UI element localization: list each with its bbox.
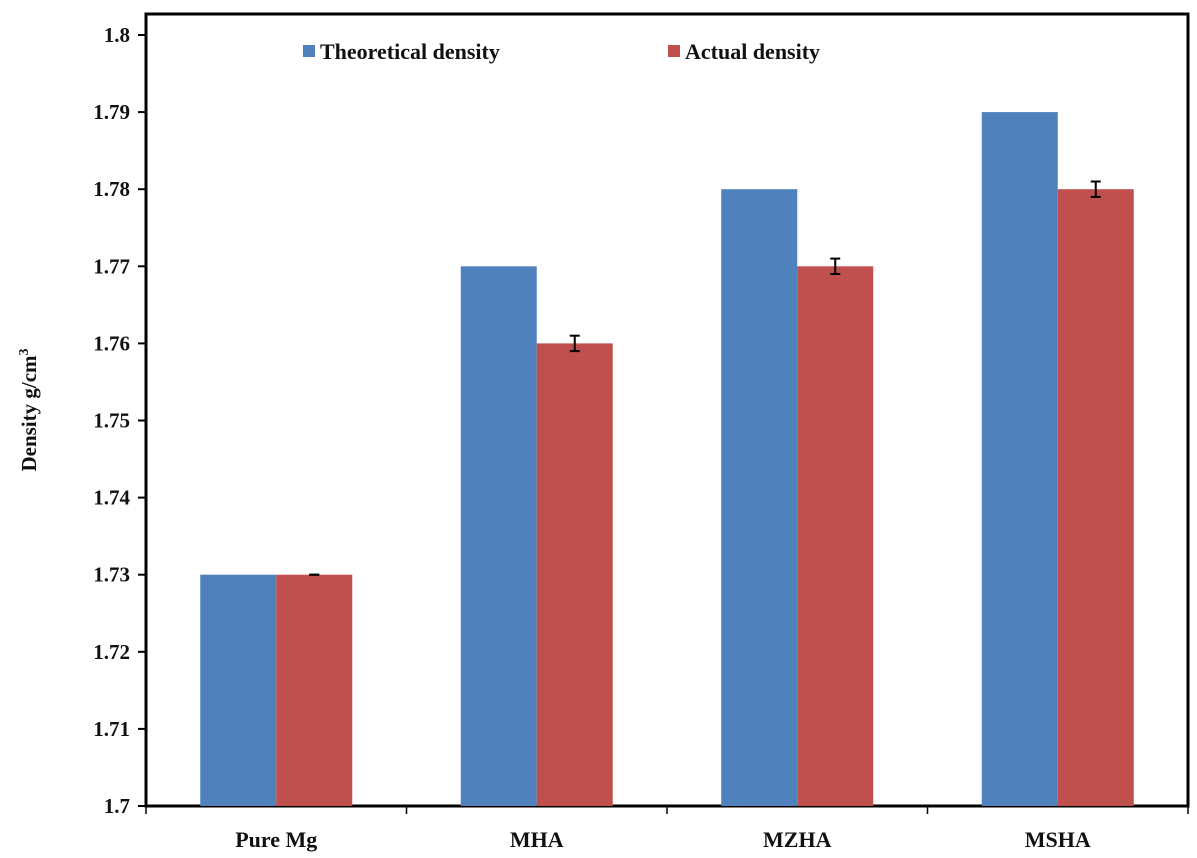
y-tick-label: 1.78 <box>93 177 130 201</box>
y-tick-label: 1.72 <box>93 640 130 664</box>
bar-actual-density <box>797 266 874 806</box>
y-tick-label: 1.8 <box>104 23 130 47</box>
x-category-label: MSHA <box>1025 827 1091 852</box>
y-tick-label: 1.71 <box>93 717 130 741</box>
y-tick-label: 1.76 <box>93 331 130 355</box>
y-tick-label: 1.74 <box>93 486 130 510</box>
bar-theoretical-density <box>721 189 798 806</box>
y-axis: 1.7 1.71 1.72 1.73 1.74 1.75 1.76 1.77 1.78 1.79 1… <box>93 23 146 818</box>
bar-actual-density <box>1057 189 1134 806</box>
y-tick-label: 1.75 <box>93 409 130 433</box>
y-axis-title-superscript: 3 <box>17 348 32 355</box>
bar-actual-density <box>276 574 353 806</box>
bar-theoretical-density <box>200 574 277 806</box>
y-tick-label: 1.77 <box>93 254 130 278</box>
legend-swatch <box>668 45 680 57</box>
x-category-label: MZHA <box>763 827 832 852</box>
legend-swatch <box>303 45 315 57</box>
legend-label: Actual density <box>685 39 820 64</box>
bar-theoretical-density <box>981 112 1058 807</box>
y-tick-label: 1.7 <box>104 794 130 818</box>
y-axis-title: Density g/cm3 <box>17 348 41 471</box>
x-axis: Pure Mg MHA MZHA MSHA <box>145 806 1189 852</box>
legend-label: Theoretical density <box>320 39 500 64</box>
error-bars <box>309 180 1101 576</box>
x-category-label: MHA <box>510 827 564 852</box>
bars <box>200 112 1134 807</box>
bar-theoretical-density <box>460 266 537 806</box>
legend: Theoretical density Actual density <box>303 39 820 64</box>
x-category-label: Pure Mg <box>235 827 317 852</box>
bar-actual-density <box>536 343 613 806</box>
y-tick-label: 1.73 <box>93 563 130 587</box>
y-tick-label: 1.79 <box>93 100 130 124</box>
y-axis-title-text: Density g/cm <box>17 355 41 472</box>
